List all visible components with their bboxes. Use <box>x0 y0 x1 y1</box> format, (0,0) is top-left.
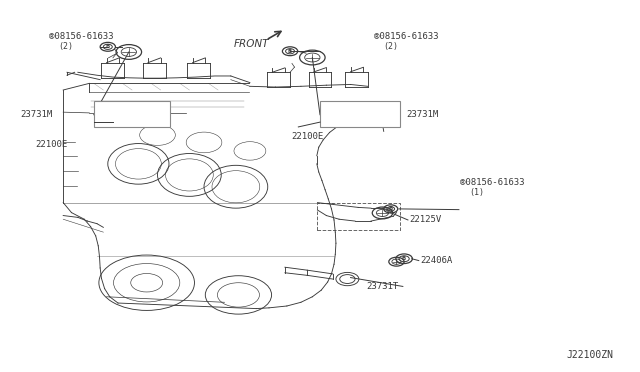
Text: ®08156-61633: ®08156-61633 <box>460 178 525 187</box>
Text: J22100ZN: J22100ZN <box>566 350 613 360</box>
Text: B: B <box>402 256 406 261</box>
Text: 22100E: 22100E <box>35 140 67 149</box>
Text: 22100E: 22100E <box>291 132 324 141</box>
Text: B: B <box>106 44 110 49</box>
Bar <box>320 101 399 127</box>
Text: 23731M: 23731M <box>20 110 52 119</box>
Text: 22125V: 22125V <box>409 215 442 224</box>
Text: FRONT: FRONT <box>234 39 269 49</box>
Text: B: B <box>288 49 292 54</box>
Text: (1): (1) <box>470 188 484 197</box>
Text: B: B <box>388 206 393 211</box>
Text: 23731T: 23731T <box>366 282 398 291</box>
Text: ®08156-61633: ®08156-61633 <box>374 32 438 41</box>
Text: (2): (2) <box>59 42 74 51</box>
Bar <box>94 101 170 127</box>
Text: 23731M: 23731M <box>406 110 438 119</box>
Text: (2): (2) <box>384 42 399 51</box>
Text: ®08156-61633: ®08156-61633 <box>49 32 114 41</box>
Text: 22406A: 22406A <box>420 256 452 265</box>
Bar <box>317 203 399 230</box>
